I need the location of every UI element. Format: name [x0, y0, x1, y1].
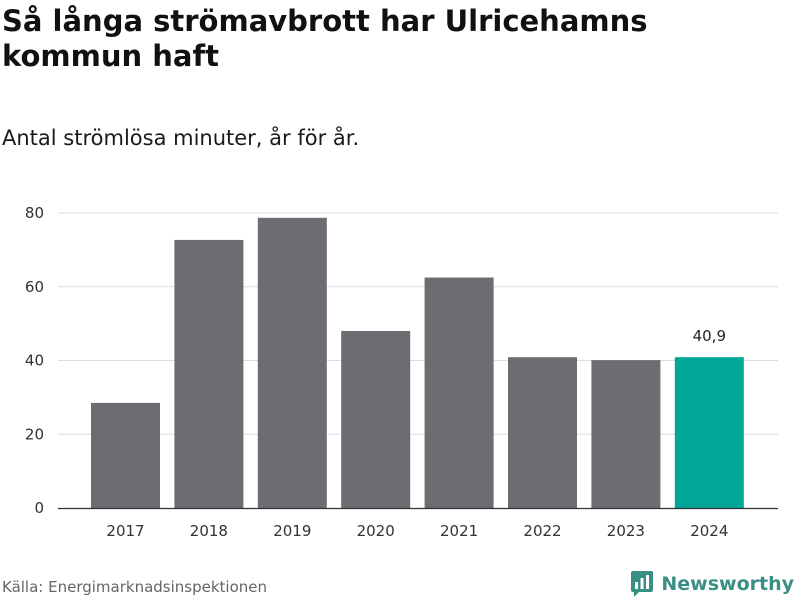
x-axis-ticks: 2017 2018 2019 2020 2021 2022 2023 2024	[106, 522, 728, 540]
x-tick-label: 2023	[607, 522, 645, 540]
x-tick-label: 2022	[523, 522, 561, 540]
annotations: 40,9	[693, 327, 726, 345]
x-tick-label: 2020	[357, 522, 395, 540]
y-tick-label: 40	[25, 352, 44, 370]
y-axis-ticks: 0 20 40 60 80	[25, 204, 44, 517]
bar-2021	[424, 277, 494, 508]
y-tick-label: 80	[25, 204, 44, 222]
bar-2022	[508, 357, 577, 508]
gridlines	[58, 212, 778, 435]
data-label-2024: 40,9	[693, 327, 726, 345]
x-tick-label: 2024	[690, 522, 728, 540]
x-tick-label: 2017	[106, 522, 144, 540]
bars	[91, 217, 744, 508]
bar-2017	[91, 402, 160, 508]
y-tick-label: 20	[25, 425, 44, 443]
chart-subtitle: Antal strömlösa minuter, år för år.	[2, 126, 360, 150]
bar-2020	[341, 331, 411, 508]
x-tick-label: 2021	[440, 522, 478, 540]
bar-2019	[257, 217, 327, 508]
chart-title: Så långa strömavbrott har Ulricehamns ko…	[2, 4, 648, 73]
bar-2023	[591, 360, 661, 508]
source-note: Källa: Energimarknadsinspektionen	[2, 578, 268, 596]
bar-2024	[674, 357, 744, 508]
brand-name: Newsworthy	[661, 573, 794, 595]
x-tick-label: 2018	[190, 522, 228, 540]
y-tick-label: 60	[25, 278, 44, 296]
brand-logo[interactable]: Newsworthy	[630, 568, 794, 600]
x-tick-label: 2019	[273, 522, 311, 540]
newsworthy-logo-icon	[631, 571, 654, 597]
bar-2018	[174, 239, 244, 508]
y-tick-label: 0	[34, 499, 44, 517]
